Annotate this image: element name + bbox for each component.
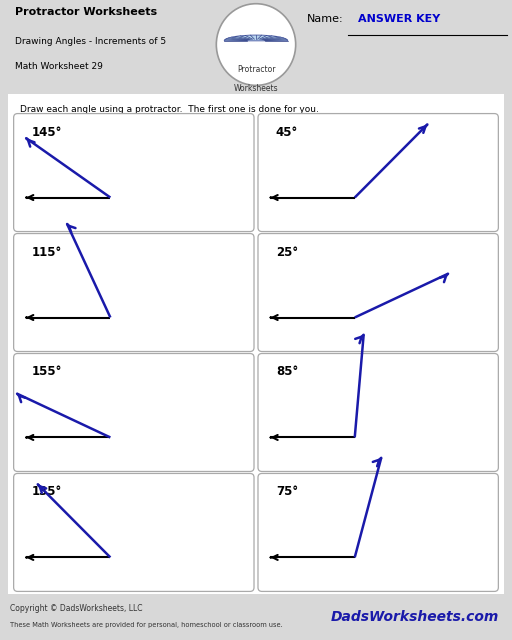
FancyBboxPatch shape	[258, 113, 498, 232]
Text: Protractor Worksheets: Protractor Worksheets	[15, 8, 158, 17]
FancyBboxPatch shape	[14, 234, 254, 351]
FancyBboxPatch shape	[14, 353, 254, 472]
Text: 115°: 115°	[32, 246, 62, 259]
FancyBboxPatch shape	[14, 113, 254, 232]
Text: Draw each angle using a protractor.  The first one is done for you.: Draw each angle using a protractor. The …	[20, 105, 319, 114]
FancyBboxPatch shape	[258, 234, 498, 351]
Text: 25°: 25°	[276, 246, 298, 259]
Text: Copyright © DadsWorksheets, LLC: Copyright © DadsWorksheets, LLC	[10, 604, 143, 613]
Text: Protractor: Protractor	[237, 65, 275, 74]
Text: These Math Worksheets are provided for personal, homeschool or classroom use.: These Math Worksheets are provided for p…	[10, 623, 283, 628]
Text: 155°: 155°	[32, 365, 62, 378]
Text: Math Worksheet 29: Math Worksheet 29	[15, 62, 103, 71]
Ellipse shape	[216, 4, 296, 85]
Text: ANSWER KEY: ANSWER KEY	[358, 14, 441, 24]
Text: Name:: Name:	[307, 14, 344, 24]
FancyBboxPatch shape	[258, 353, 498, 472]
Text: 135°: 135°	[32, 486, 62, 499]
Text: 45°: 45°	[276, 125, 298, 139]
Text: DadsWorksheets.com: DadsWorksheets.com	[331, 610, 499, 624]
Wedge shape	[224, 35, 288, 41]
FancyBboxPatch shape	[14, 474, 254, 591]
Text: 85°: 85°	[276, 365, 298, 378]
Text: 75°: 75°	[276, 486, 298, 499]
FancyBboxPatch shape	[4, 90, 508, 598]
Text: 145°: 145°	[32, 125, 62, 139]
Text: Worksheets: Worksheets	[233, 83, 279, 93]
FancyBboxPatch shape	[258, 474, 498, 591]
Text: Drawing Angles - Increments of 5: Drawing Angles - Increments of 5	[15, 37, 166, 46]
